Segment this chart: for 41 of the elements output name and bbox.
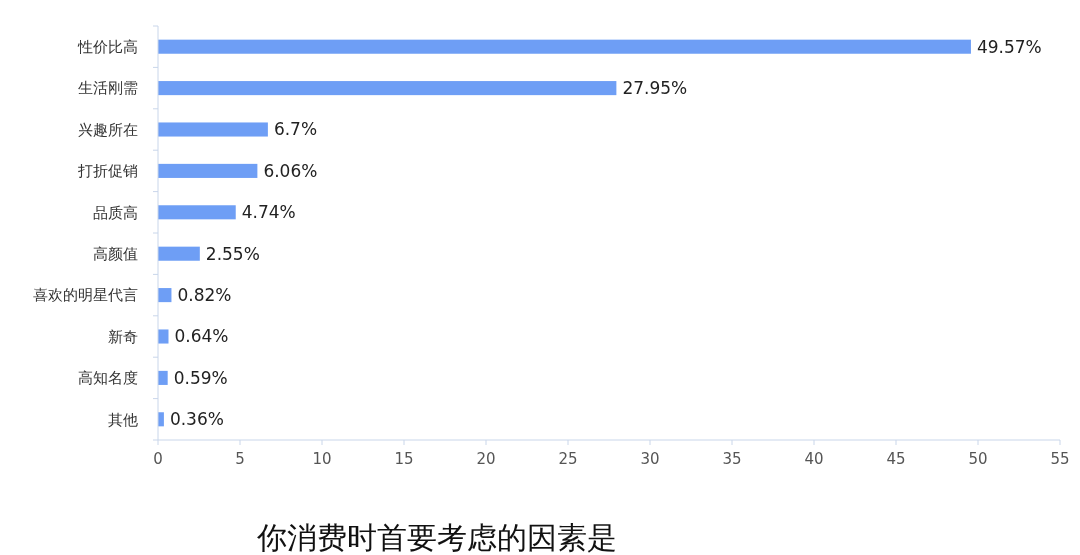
data-label: 49.57%	[976, 36, 1042, 57]
bar	[158, 163, 258, 178]
y-tick-label: 高颜值	[93, 244, 138, 263]
text: 你消费时首要考虑的因素是	[256, 520, 617, 555]
data-label: 4.74%	[241, 202, 296, 223]
data-label: 6.06%	[263, 160, 318, 181]
y-tick-label: 其他	[108, 410, 138, 429]
x-tick-label: 5	[235, 450, 245, 468]
y-tick-label: 品质高	[93, 203, 138, 222]
bar	[158, 39, 971, 54]
x-tick-label: 50	[968, 450, 988, 468]
bar	[158, 205, 236, 220]
bar	[158, 122, 268, 137]
data-label: 0.36%	[169, 409, 224, 430]
bar	[158, 81, 617, 96]
y-tick-label: 生活刚需	[78, 79, 138, 98]
x-tick-label: 35	[722, 450, 742, 468]
y-tick-label: 打折促销	[77, 162, 138, 181]
x-tick-label: 55	[1050, 450, 1070, 468]
data-label: 2.55%	[205, 243, 260, 264]
data-label: 0.64%	[174, 326, 229, 347]
x-tick-label: 20	[476, 450, 496, 468]
bar	[158, 246, 200, 261]
y-tick-label: 性价比高	[77, 37, 138, 56]
data-label: 0.82%	[177, 285, 232, 306]
x-tick-label: 45	[886, 450, 906, 468]
x-tick-label: 15	[394, 450, 414, 468]
x-tick-label: 40	[804, 450, 824, 468]
data-label: 27.95%	[622, 78, 688, 99]
data-label: 0.59%	[173, 367, 228, 388]
y-tick-label: 兴趣所在	[78, 120, 138, 139]
data-label: 6.7%	[273, 119, 318, 140]
x-tick-label: 0	[153, 450, 163, 468]
y-tick-label: 新奇	[108, 327, 138, 346]
x-tick-label: 10	[312, 450, 332, 468]
x-tick-label: 25	[558, 450, 578, 468]
y-tick-label: 喜欢的明星代言	[33, 286, 138, 305]
x-tick-label: 30	[640, 450, 660, 468]
bar	[158, 370, 168, 385]
y-tick-label: 高知名度	[78, 369, 138, 388]
bar	[158, 329, 169, 344]
